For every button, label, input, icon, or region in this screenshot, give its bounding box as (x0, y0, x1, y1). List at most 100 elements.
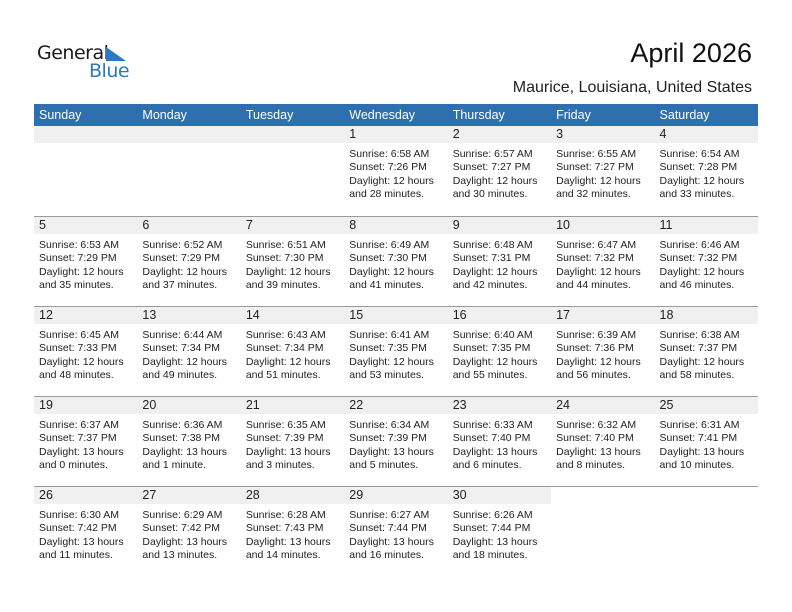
sun-info: Sunrise: 6:40 AM Sunset: 7:35 PM Dayligh… (448, 324, 551, 383)
daylight-minutes-text: and 35 minutes. (39, 279, 114, 292)
logo-text-general: General (37, 42, 109, 64)
sunrise-text: Sunrise: 6:41 AM (349, 329, 430, 341)
weekday-header: Sunday Monday Tuesday Wednesday Thursday Frid… (34, 104, 758, 126)
sunset-text: Sunset: 7:30 PM (349, 252, 427, 265)
day-number: 19 (39, 398, 53, 412)
date-band: 21 (240, 397, 345, 414)
sunset-text: Sunset: 7:32 PM (659, 252, 738, 265)
daylight-minutes-text: and 44 minutes. (556, 279, 631, 292)
day-cell: 17 Sunrise: 6:39 AM Sunset: 7:36 PM Dayl… (551, 307, 655, 396)
date-band (137, 126, 241, 143)
day-number: 17 (556, 308, 571, 322)
sun-info: Sunrise: 6:52 AM Sunset: 7:29 PM Dayligh… (137, 234, 240, 293)
sun-info: Sunrise: 6:28 AM Sunset: 7:43 PM Dayligh… (241, 504, 344, 563)
sunrise-text: Sunrise: 6:55 AM (556, 148, 637, 160)
sun-info: Sunrise: 6:35 AM Sunset: 7:39 PM Dayligh… (241, 414, 344, 473)
daylight-minutes-text: and 6 minutes. (452, 459, 522, 472)
daylight-text: Daylight: 13 hours (659, 445, 745, 458)
weekday-tuesday: Tuesday (245, 108, 294, 122)
sun-info: Sunrise: 6:39 AM Sunset: 7:36 PM Dayligh… (551, 324, 654, 383)
weekday-sunday: Sunday (39, 108, 82, 122)
date-band: 4 (654, 126, 758, 143)
day-cell: 27 Sunrise: 6:29 AM Sunset: 7:42 PM Dayl… (137, 487, 241, 576)
day-number: 7 (245, 218, 253, 232)
sun-info: Sunrise: 6:55 AM Sunset: 7:27 PM Dayligh… (551, 143, 654, 202)
sunset-text: Sunset: 7:37 PM (659, 342, 738, 355)
sun-info: Sunrise: 6:47 AM Sunset: 7:32 PM Dayligh… (551, 234, 654, 293)
sunrise-text: Sunrise: 6:38 AM (659, 329, 740, 341)
date-band: 12 (34, 307, 138, 324)
day-cell: 28 Sunrise: 6:28 AM Sunset: 7:43 PM Dayl… (240, 487, 345, 576)
day-cell: 2 Sunrise: 6:57 AM Sunset: 7:27 PM Dayli… (447, 126, 552, 216)
daylight-minutes-text: and 8 minutes. (556, 459, 625, 472)
calendar-grid: Sunday Monday Tuesday Wednesday Thursday Frid… (34, 104, 758, 576)
sunset-text: Sunset: 7:43 PM (245, 522, 324, 535)
sunrise-text: Sunrise: 6:27 AM (349, 509, 430, 521)
daylight-minutes-text: and 41 minutes. (349, 279, 424, 292)
sunset-text: Sunset: 7:39 PM (245, 432, 324, 445)
day-cell: 3 Sunrise: 6:55 AM Sunset: 7:27 PM Dayli… (551, 126, 655, 216)
week-row: 5 Sunrise: 6:53 AM Sunset: 7:29 PM Dayli… (34, 216, 758, 306)
daylight-minutes-text: and 51 minutes. (245, 369, 321, 382)
daylight-minutes-text: and 3 minutes. (245, 459, 315, 472)
sunset-text: Sunset: 7:44 PM (349, 522, 427, 535)
sun-info: Sunrise: 6:49 AM Sunset: 7:30 PM Dayligh… (344, 234, 447, 293)
day-number: 3 (556, 127, 564, 141)
daylight-minutes-text: and 39 minutes. (245, 279, 321, 292)
day-cell: 9 Sunrise: 6:48 AM Sunset: 7:31 PM Dayli… (447, 217, 552, 306)
sunset-text: Sunset: 7:40 PM (556, 432, 634, 445)
date-band: 30 (447, 487, 552, 504)
weekday-saturday: Saturday (659, 108, 710, 122)
daylight-minutes-text: and 18 minutes. (452, 549, 528, 562)
daylight-text: Daylight: 12 hours (349, 355, 434, 368)
day-cell (137, 126, 241, 216)
daylight-text: Daylight: 12 hours (556, 174, 641, 187)
day-cell: 5 Sunrise: 6:53 AM Sunset: 7:29 PM Dayli… (34, 217, 138, 306)
day-number: 10 (556, 218, 571, 232)
sunrise-text: Sunrise: 6:43 AM (245, 329, 326, 341)
day-number: 8 (349, 218, 357, 232)
day-cell: 30 Sunrise: 6:26 AM Sunset: 7:44 PM Dayl… (447, 487, 552, 576)
daylight-minutes-text: and 0 minutes. (39, 459, 108, 472)
daylight-text: Daylight: 12 hours (556, 265, 641, 278)
sunset-text: Sunset: 7:35 PM (349, 342, 427, 355)
sunset-text: Sunset: 7:26 PM (349, 161, 427, 174)
day-cell: 15 Sunrise: 6:41 AM Sunset: 7:35 PM Dayl… (344, 307, 448, 396)
daylight-minutes-text: and 33 minutes. (659, 188, 735, 201)
sun-info: Sunrise: 6:27 AM Sunset: 7:44 PM Dayligh… (344, 504, 447, 563)
daylight-minutes-text: and 30 minutes. (452, 188, 528, 201)
day-cell: 20 Sunrise: 6:36 AM Sunset: 7:38 PM Dayl… (137, 397, 241, 486)
sunset-text: Sunset: 7:41 PM (659, 432, 738, 445)
sun-info: Sunrise: 6:41 AM Sunset: 7:35 PM Dayligh… (344, 324, 447, 383)
sunrise-text: Sunrise: 6:37 AM (39, 419, 119, 431)
day-cell: 11 Sunrise: 6:46 AM Sunset: 7:32 PM Dayl… (654, 217, 758, 306)
daylight-text: Daylight: 12 hours (39, 265, 124, 278)
page-title: April 2026 (630, 38, 752, 68)
daylight-minutes-text: and 32 minutes. (556, 188, 631, 201)
day-number: 11 (659, 218, 673, 232)
date-band: 5 (34, 217, 138, 234)
day-number: 4 (659, 127, 667, 141)
sunrise-text: Sunrise: 6:45 AM (39, 329, 119, 341)
sun-info: Sunrise: 6:31 AM Sunset: 7:41 PM Dayligh… (655, 414, 758, 473)
date-band: 14 (240, 307, 345, 324)
date-band: 3 (551, 126, 655, 143)
sunrise-text: Sunrise: 6:33 AM (452, 419, 533, 431)
weekday-wednesday: Wednesday (349, 108, 416, 122)
sunset-text: Sunset: 7:42 PM (142, 522, 221, 535)
day-number: 29 (349, 488, 364, 502)
daylight-text: Daylight: 12 hours (452, 174, 538, 187)
day-cell: 13 Sunrise: 6:44 AM Sunset: 7:34 PM Dayl… (137, 307, 241, 396)
daylight-minutes-text: and 49 minutes. (142, 369, 218, 382)
daylight-minutes-text: and 11 minutes. (39, 549, 113, 562)
sunrise-text: Sunrise: 6:53 AM (39, 239, 119, 251)
day-cell: 14 Sunrise: 6:43 AM Sunset: 7:34 PM Dayl… (240, 307, 345, 396)
sun-info: Sunrise: 6:43 AM Sunset: 7:34 PM Dayligh… (241, 324, 344, 383)
day-cell: 12 Sunrise: 6:45 AM Sunset: 7:33 PM Dayl… (34, 307, 138, 396)
sunset-text: Sunset: 7:39 PM (349, 432, 427, 445)
day-number: 20 (142, 398, 157, 412)
sunset-text: Sunset: 7:27 PM (452, 161, 531, 174)
sun-info: Sunrise: 6:58 AM Sunset: 7:26 PM Dayligh… (344, 143, 447, 202)
daylight-text: Daylight: 13 hours (142, 445, 228, 458)
